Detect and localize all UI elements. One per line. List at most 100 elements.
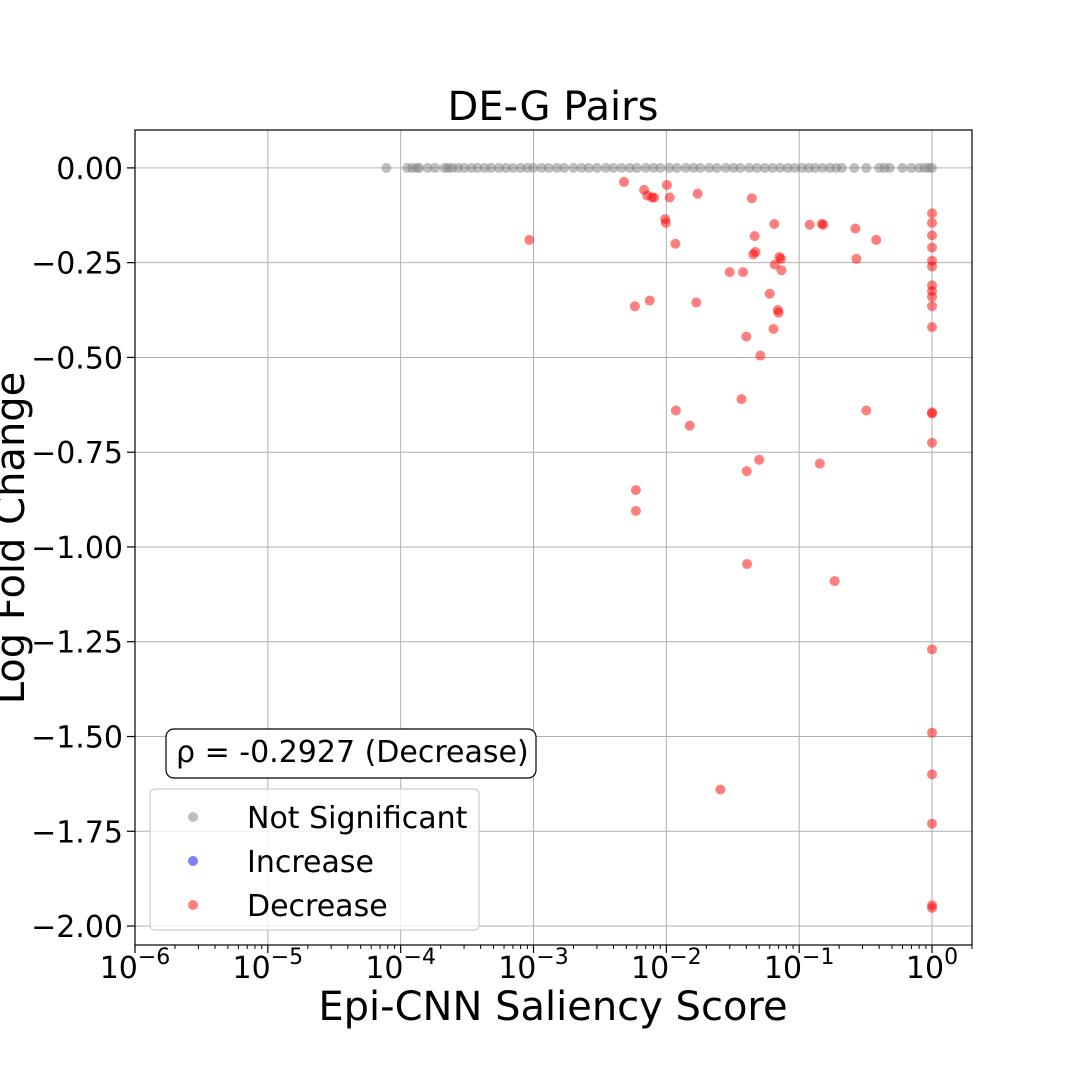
x-tick-label: 10−2 [631, 945, 702, 986]
data-point [764, 288, 775, 299]
data-point [631, 162, 642, 173]
data-point [660, 217, 671, 228]
data-point [927, 162, 938, 173]
x-tick-label: 10−3 [498, 945, 569, 986]
data-point [927, 322, 938, 333]
data-point [664, 192, 675, 203]
data-point [836, 162, 847, 173]
y-tick-label: 0.00 [56, 152, 123, 187]
data-point [608, 162, 619, 173]
data-point [616, 162, 627, 173]
data-point [559, 162, 570, 173]
data-point [494, 162, 505, 173]
legend-label: Not Significant [247, 801, 468, 836]
data-point [746, 193, 757, 204]
data-point [644, 295, 655, 306]
y-tick-label: −0.50 [31, 341, 123, 376]
data-point [472, 162, 483, 173]
data-point [927, 727, 938, 738]
data-point [649, 192, 660, 203]
data-point [744, 162, 755, 173]
grid-lines [134, 130, 972, 945]
data-point [695, 162, 706, 173]
data-point [759, 162, 770, 173]
annotation-text: ρ = -0.2927 (Decrease) [176, 735, 529, 770]
data-point [927, 301, 938, 312]
data-point [661, 179, 672, 190]
data-point [671, 162, 682, 173]
data-point [724, 267, 735, 278]
data-point [751, 162, 762, 173]
data-point [524, 234, 535, 245]
data-point [630, 485, 641, 496]
data-point [500, 162, 511, 173]
y-tick-label: −1.25 [31, 626, 123, 661]
data-point [851, 253, 862, 264]
data-point [927, 902, 938, 913]
data-point [692, 188, 703, 199]
data-point [861, 405, 872, 416]
series-decrease [524, 176, 938, 913]
legend-marker [188, 812, 198, 822]
data-point [381, 162, 392, 173]
data-point [576, 162, 587, 173]
data-point [536, 162, 547, 173]
y-tick-label: −1.75 [31, 815, 123, 850]
data-points [381, 162, 938, 913]
data-point [655, 162, 666, 173]
correlation-annotation: ρ = -0.2927 (Decrease) [165, 728, 537, 779]
data-point [927, 208, 938, 219]
legend-label: Increase [247, 845, 374, 880]
x-tick-label: 10−1 [764, 945, 835, 986]
data-point [507, 162, 518, 173]
legend-marker [188, 856, 198, 866]
y-tick-label: −0.25 [31, 247, 123, 282]
data-point [754, 454, 765, 465]
legend: Not Significant Increase Decrease [149, 788, 480, 931]
data-point [755, 350, 766, 361]
data-point [691, 297, 702, 308]
data-point [884, 162, 895, 173]
x-tick-label: 100 [906, 945, 958, 986]
x-tick-label: 10−6 [100, 945, 171, 986]
data-point [818, 219, 829, 230]
data-point [591, 162, 602, 173]
data-point [776, 253, 787, 264]
data-point [618, 176, 629, 187]
data-point [711, 162, 722, 173]
data-point [684, 420, 695, 431]
data-point [927, 818, 938, 829]
chart-title: DE-G Pairs [448, 84, 659, 130]
x-axis-ticks: 10−6 10−5 10−4 10−3 10−2 10−1 100 [100, 945, 973, 986]
data-point [927, 217, 938, 228]
data-point [624, 162, 635, 173]
legend-marker [188, 900, 198, 910]
data-point [927, 437, 938, 448]
data-point [782, 162, 793, 173]
data-point [850, 223, 861, 234]
data-point [704, 162, 715, 173]
legend-label: Decrease [247, 889, 388, 924]
data-point [459, 162, 470, 173]
data-point [680, 162, 691, 173]
data-point [927, 242, 938, 253]
y-axis-ticks: 0.00 −0.25 −0.50 −0.75 −1.00 −1.25 −1.50 −1.75 −… [31, 152, 135, 945]
data-point [817, 162, 828, 173]
data-point [742, 559, 753, 570]
data-point [736, 394, 747, 405]
series-not-significant [381, 162, 938, 173]
annotation-box [165, 728, 537, 779]
data-point [664, 162, 675, 173]
data-point [871, 234, 882, 245]
plot-area-frame [134, 129, 973, 946]
data-point [422, 162, 433, 173]
data-point [810, 162, 821, 173]
data-point [715, 784, 726, 795]
data-point [897, 162, 908, 173]
data-point [814, 458, 825, 469]
data-point [738, 267, 749, 278]
data-point [749, 231, 760, 242]
data-point [927, 408, 938, 419]
data-point [750, 247, 761, 258]
data-point [776, 265, 787, 276]
